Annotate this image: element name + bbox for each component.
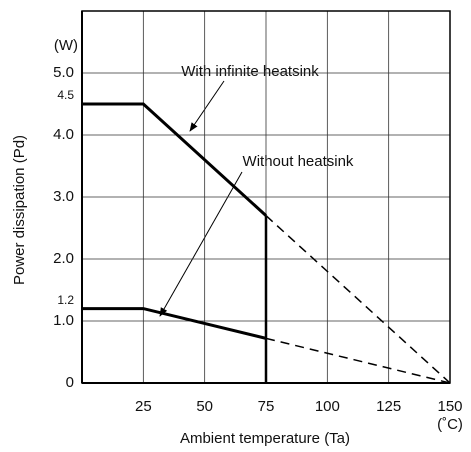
series-line — [82, 102, 268, 217]
x-tick-label: 150 — [437, 398, 462, 415]
annotation-arrow — [189, 80, 225, 132]
x-tick-label: 25 — [135, 398, 152, 415]
x-tick-label: 75 — [258, 398, 275, 415]
x-tick-label: 125 — [376, 398, 401, 415]
x-unit: (˚C) — [437, 416, 463, 433]
series-line — [82, 307, 267, 340]
annotation-arrow — [159, 171, 243, 317]
y-axis-title: Power dissipation (Pd) — [11, 135, 28, 285]
y-unit: (W) — [54, 37, 78, 54]
series-line-extrapolated — [265, 215, 451, 384]
series-label: Without heatsink — [243, 153, 354, 170]
series-label: With infinite heatsink — [181, 63, 319, 80]
y-tick-label: 5.0 — [53, 64, 74, 81]
x-tick-label: 100 — [315, 398, 340, 415]
series-line-extrapolated — [265, 337, 451, 384]
x-axis-title: Ambient temperature (Ta) — [180, 430, 350, 447]
y-tick-label: 2.0 — [53, 250, 74, 267]
x-tick-label: 50 — [196, 398, 213, 415]
y-tick-label: 3.0 — [53, 188, 74, 205]
y-tick-label: 4.0 — [53, 126, 74, 143]
y-marked-label: 4.5 — [57, 88, 74, 102]
y-tick-label: 0 — [66, 374, 74, 391]
y-tick-label: 1.0 — [53, 312, 74, 329]
y-marked-label: 1.2 — [57, 293, 74, 307]
